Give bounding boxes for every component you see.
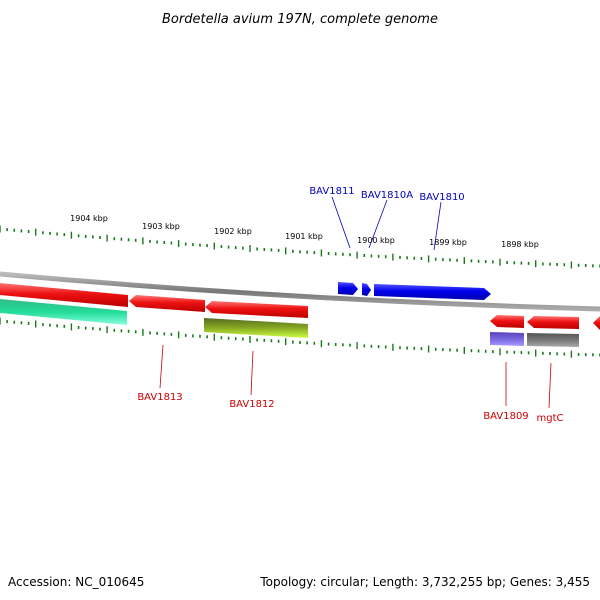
gene-arrow-mgtc[interactable]: [527, 316, 579, 329]
ruler-label-1899: 1899 kbp: [429, 238, 467, 247]
genome-summary-text: Topology: circular; Length: 3,732,255 bp…: [260, 575, 590, 589]
gene-arrow-bav1809[interactable]: [490, 315, 524, 328]
map-title: Bordetella avium 197N, complete genome: [162, 12, 438, 27]
leader-line-bav1810a: [368, 199, 388, 249]
gene-arrow-bav1814[interactable]: [129, 295, 205, 312]
ruler-label-1898: 1898 kbp: [501, 240, 539, 249]
gene-label-bav1813[interactable]: BAV1813: [137, 392, 182, 403]
ruler-label-1901: 1901 kbp: [285, 232, 323, 241]
gene-label-bav1812[interactable]: BAV1812: [229, 399, 274, 410]
ruler-label-1904: 1904 kbp: [70, 214, 108, 223]
leader-line-bav1812: [250, 350, 254, 396]
gene-label-bav1810a[interactable]: BAV1810A: [361, 190, 413, 201]
ruler-label-1903: 1903 kbp: [142, 222, 180, 231]
leader-line-bav1813: [159, 344, 164, 389]
ruler-label-1902: 1902 kbp: [214, 227, 252, 236]
genome-backbone: [0, 271, 600, 312]
leader-line-bav1811: [331, 196, 351, 249]
inner-ruler-ticks: [0, 317, 600, 358]
gene-arrow-bav1811[interactable]: [338, 282, 358, 295]
outer-ruler-ticks: [0, 225, 600, 269]
accession-text: Accession: NC_010645: [8, 575, 145, 589]
gene-arrow-bav1810a[interactable]: [362, 283, 371, 296]
gene-arrow-partial-edge[interactable]: [593, 316, 600, 330]
leader-line-mgtc: [548, 362, 552, 409]
cds-bar-bav1809[interactable]: [490, 332, 524, 346]
gene-arrow-bav1813[interactable]: [0, 283, 128, 307]
gene-label-bav1811[interactable]: BAV1811: [309, 186, 354, 197]
gene-label-bav1809[interactable]: BAV1809: [483, 411, 528, 422]
cds-bar-bav1813[interactable]: [0, 299, 127, 325]
gene-arrow-bav1812[interactable]: [205, 301, 308, 318]
cds-bar-bav1812[interactable]: [204, 318, 308, 338]
gene-label-mgtc[interactable]: mgtC: [537, 413, 564, 424]
cds-bar-mgtc[interactable]: [527, 333, 579, 347]
gene-label-bav1810[interactable]: BAV1810: [419, 192, 464, 203]
ruler-label-1900: 1900 kbp: [357, 236, 395, 245]
leader-line-bav1810: [433, 201, 442, 251]
gene-arrow-bav1810[interactable]: [374, 284, 491, 300]
